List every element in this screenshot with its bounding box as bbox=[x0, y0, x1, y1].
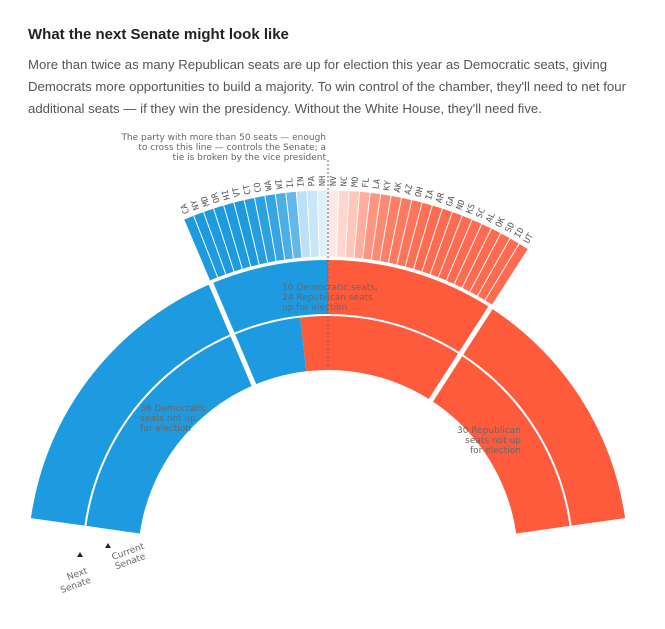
state-label-il: IL bbox=[285, 177, 296, 188]
chart-description: More than twice as many Republican seats… bbox=[28, 57, 626, 116]
state-wedges bbox=[183, 189, 530, 306]
up-for-election-note: 10 Democratic seats, 24 Republican seats u… bbox=[282, 283, 378, 313]
state-label-ut: UT bbox=[522, 232, 536, 246]
seat-arcs bbox=[30, 216, 626, 534]
state-label-ia: IA bbox=[424, 189, 436, 202]
state-label-ct: CT bbox=[242, 183, 254, 195]
up-for-election-note-line: 10 Democratic seats, bbox=[282, 283, 378, 293]
state-label-ak: AK bbox=[393, 181, 405, 194]
ring-separator bbox=[84, 314, 572, 526]
state-label-nv: NV bbox=[329, 176, 339, 186]
dem-not-up-note-line: 36 Democratic bbox=[140, 404, 206, 414]
next-rep-up-arc bbox=[328, 260, 491, 355]
next-senate-marker bbox=[77, 552, 83, 557]
state-label-al: AL bbox=[484, 211, 497, 225]
dem-not-up-note-line: for election bbox=[140, 424, 191, 434]
state-label-sd: SD bbox=[504, 221, 518, 235]
state-label-sc: SC bbox=[475, 207, 488, 220]
chart-title: What the next Senate might look like bbox=[28, 26, 289, 43]
dem-not-up-note-line: seats not up bbox=[140, 414, 196, 424]
state-label-la: LA bbox=[372, 178, 383, 189]
state-label-nd: ND bbox=[455, 198, 468, 211]
state-label-wa: WA bbox=[263, 180, 274, 192]
state-label-co: CO bbox=[253, 181, 265, 193]
current-dem-not-up-arc bbox=[85, 334, 254, 534]
majority-note: The party with more than 50 seats — enou… bbox=[120, 133, 326, 163]
dem-not-up-note: 36 Democratic seats not up for election bbox=[140, 404, 206, 434]
state-label-ny: NY bbox=[189, 198, 202, 211]
state-wedge-nh[interactable] bbox=[316, 189, 329, 258]
current-senate-marker bbox=[105, 543, 111, 548]
majority-note-line: to cross this line — controls the Senate… bbox=[138, 143, 326, 153]
state-label-az: AZ bbox=[403, 184, 415, 196]
state-label-nh: NH bbox=[318, 176, 328, 186]
rep-not-up-note-line: for election bbox=[470, 446, 521, 456]
state-label-md: MD bbox=[200, 195, 213, 208]
current-senate-label: CurrentSenate bbox=[111, 542, 150, 573]
state-label-ar: AR bbox=[434, 191, 447, 205]
state-label-nc: NC bbox=[340, 176, 350, 187]
up-for-election-note-line: up for election bbox=[282, 303, 347, 313]
state-label-oh: OH bbox=[414, 186, 426, 198]
current-dem-up-arc bbox=[232, 316, 307, 386]
rep-not-up-note-line: seats not up bbox=[465, 436, 521, 446]
majority-note-line: tie is broken by the vice president bbox=[173, 153, 327, 163]
next-dem-not-up-arc bbox=[30, 283, 233, 526]
state-label-ks: KS bbox=[465, 202, 478, 215]
up-for-election-note-line: 24 Republican seats bbox=[282, 293, 373, 303]
state-label-fl: FL bbox=[361, 177, 372, 188]
state-label-pa: PA bbox=[307, 176, 317, 187]
state-label-wi: WI bbox=[274, 178, 285, 189]
majority-note-line: The party with more than 50 seats — enou… bbox=[120, 133, 326, 143]
rep-not-up-note-line: 30 Republican bbox=[457, 426, 521, 436]
next-senate-label: NextSenate bbox=[56, 566, 93, 596]
state-label-ky: KY bbox=[382, 180, 393, 192]
current-rep-not-up-arc bbox=[430, 354, 571, 534]
state-label-mo: MO bbox=[350, 176, 361, 187]
next-rep-not-up-arc bbox=[460, 307, 626, 526]
state-label-ga: GA bbox=[445, 195, 458, 208]
state-label-or: OR bbox=[210, 191, 223, 205]
state-label-id: ID bbox=[513, 226, 527, 240]
state-label-in: IN bbox=[296, 176, 307, 187]
state-label-vt: VT bbox=[231, 186, 243, 198]
state-label-ca: CA bbox=[179, 202, 192, 215]
state-label-hi: HI bbox=[220, 188, 232, 201]
state-wedge-ut[interactable] bbox=[484, 242, 530, 306]
current-rep-up-arc bbox=[300, 315, 461, 401]
rep-not-up-note: 30 Republican seats not up for election bbox=[457, 426, 521, 456]
